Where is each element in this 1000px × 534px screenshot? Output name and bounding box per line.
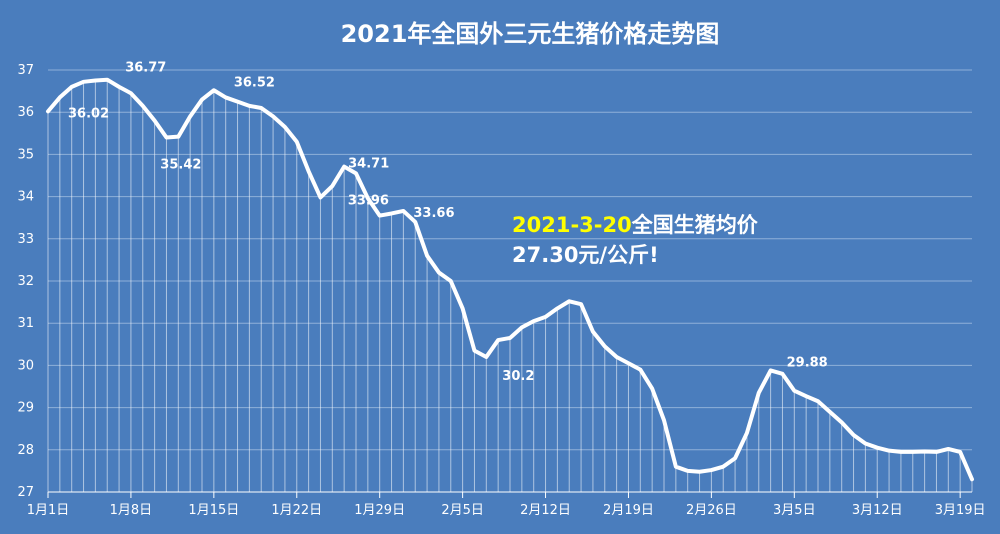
data-label: 33.66 bbox=[413, 206, 454, 221]
data-label: 36.77 bbox=[125, 61, 166, 76]
y-tick-label: 28 bbox=[17, 443, 34, 458]
y-tick-label: 36 bbox=[17, 105, 34, 120]
x-tick-label: 1月15日 bbox=[188, 503, 239, 518]
chart-title: 2021年全国外三元生猪价格走势图 bbox=[341, 20, 720, 48]
x-tick-label: 3月19日 bbox=[935, 503, 986, 518]
x-axis-ticks: 1月1日 1月8日 1月15日 1月22日 1月29日 2月5日 2月12日 2月19日 2月2… bbox=[27, 492, 986, 518]
data-label: 33.96 bbox=[348, 193, 389, 208]
x-tick-label: 2月19日 bbox=[603, 503, 654, 518]
y-tick-label: 34 bbox=[17, 190, 34, 205]
x-tick-label: 1月8日 bbox=[110, 503, 153, 518]
y-tick-label: 37 bbox=[17, 63, 34, 78]
y-tick-label: 35 bbox=[17, 147, 34, 162]
data-label: 35.42 bbox=[160, 158, 201, 173]
x-tick-label: 1月22日 bbox=[271, 503, 322, 518]
data-label: 34.71 bbox=[348, 157, 389, 172]
data-label: 29.88 bbox=[787, 355, 828, 370]
x-tick-label: 3月5日 bbox=[773, 503, 816, 518]
annotation-line-2: 27.30元/公斤! bbox=[512, 243, 659, 267]
y-tick-label: 32 bbox=[17, 274, 34, 289]
annotation-text-1: 全国生猪均价 bbox=[631, 213, 759, 237]
data-labels: 36.02 36.77 35.42 36.52 33.96 34.71 33.66 30.2 2… bbox=[68, 61, 828, 384]
x-tick-label: 2月26日 bbox=[686, 503, 737, 518]
x-tick-label: 3月12日 bbox=[852, 503, 903, 518]
data-label: 36.02 bbox=[68, 106, 109, 121]
data-label: 36.52 bbox=[234, 75, 275, 90]
series-line bbox=[46, 77, 974, 482]
x-tick-label: 2月12日 bbox=[520, 503, 571, 518]
y-tick-label: 33 bbox=[17, 232, 34, 247]
y-tick-label: 31 bbox=[17, 316, 34, 331]
annotation-line-1: 2021-3-20全国生猪均价 bbox=[512, 213, 759, 237]
x-tick-label: 2月5日 bbox=[441, 503, 484, 518]
data-label: 30.2 bbox=[502, 369, 534, 384]
y-tick-label: 30 bbox=[17, 358, 34, 373]
x-tick-label: 1月29日 bbox=[354, 503, 405, 518]
annotation-date: 2021-3-20 bbox=[512, 213, 632, 237]
drop-lines bbox=[47, 79, 973, 492]
x-tick-label: 1月1日 bbox=[27, 503, 70, 518]
y-tick-label: 29 bbox=[17, 401, 34, 416]
y-tick-label: 27 bbox=[17, 485, 34, 500]
y-axis-ticks: 27 28 29 30 31 32 33 34 35 36 37 bbox=[17, 63, 34, 500]
